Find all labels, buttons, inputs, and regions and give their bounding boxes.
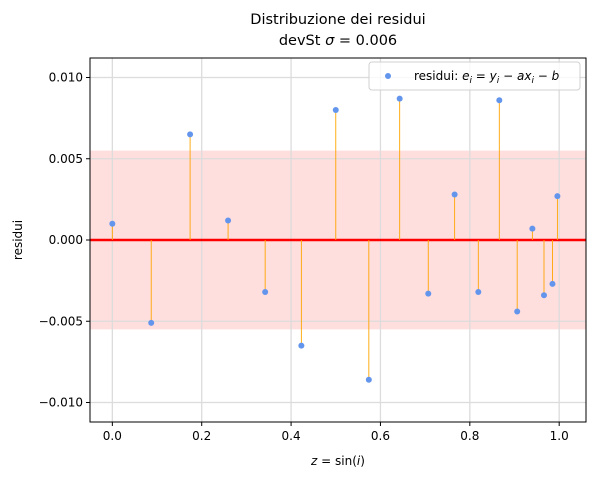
x-tick-label: 0.2 [192, 429, 211, 443]
residual-point [529, 225, 536, 232]
y-tick-label: −0.005 [39, 314, 83, 328]
y-tick-label: 0.005 [49, 152, 83, 166]
x-tick-label: 0.8 [460, 429, 479, 443]
legend-box [368, 61, 581, 91]
residual-point [298, 342, 305, 349]
residual-point [225, 217, 232, 224]
x-tick-label: 0.6 [371, 429, 390, 443]
residual-point [514, 308, 521, 315]
residual-point [262, 289, 269, 295]
residual-point [425, 290, 432, 297]
residual-point [496, 97, 503, 104]
y-axis-label: residui [11, 220, 25, 260]
residual-point [332, 107, 339, 113]
residual-point [187, 131, 194, 138]
x-tick-label: 0.0 [103, 429, 122, 443]
x-axis-label: z = sin(i) [310, 454, 365, 468]
residual-point [554, 193, 561, 200]
residual-point [109, 220, 116, 227]
residual-point [475, 289, 482, 295]
residual-point [451, 191, 458, 198]
y-tick-label: 0.010 [49, 71, 83, 85]
y-tick-label: 0.000 [49, 233, 83, 247]
y-tick-label: −0.010 [39, 396, 83, 410]
chart-title: Distribuzione dei residui [250, 12, 425, 28]
residual-point [396, 95, 403, 102]
x-tick-label: 1.0 [550, 429, 569, 443]
legend-marker [385, 73, 391, 79]
legend-label: residui: ei = yi − axi − b [414, 69, 560, 86]
chart-subtitle: devSt σ = 0.006 [279, 33, 397, 49]
residual-point [148, 319, 155, 326]
residual-point [549, 280, 556, 287]
residual-point [540, 292, 547, 299]
legend: residui: ei = yi − axi − b [368, 61, 581, 91]
x-tick-label: 0.4 [282, 429, 301, 443]
residual-point [365, 376, 372, 383]
